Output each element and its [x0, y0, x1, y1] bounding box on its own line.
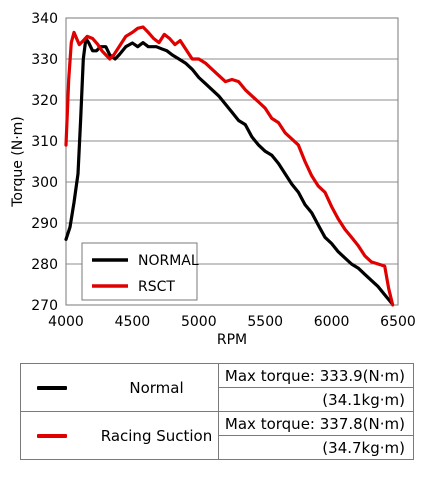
normal-line-swatch: [37, 385, 67, 390]
y-tick-label: 310: [31, 134, 58, 150]
series-line-rsct: [64, 25, 395, 307]
legend-label: NORMAL: [138, 253, 199, 269]
y-tick-label: 340: [31, 11, 58, 27]
y-tick-label: 270: [31, 298, 58, 314]
legend-box: [81, 242, 198, 301]
racing-suction-line-swatch: [37, 433, 67, 438]
x-tick-label: 6000: [314, 314, 350, 330]
y-tick-label: 290: [31, 216, 58, 232]
x-tick-label: 5500: [247, 314, 283, 330]
table-row: (34.1kg·m): [21, 387, 414, 412]
x-axis-label: RPM: [217, 332, 247, 348]
racing-suction-max-torque-kgm: (34.7kg·m): [218, 435, 414, 460]
racing-suction-max-torque: Max torque: 337.8(N·m): [218, 411, 414, 436]
racing-suction-name: Racing Suction: [95, 411, 219, 460]
y-tick-label: 330: [31, 52, 58, 68]
x-tick-label: 6500: [380, 314, 416, 330]
y-tick-label: 280: [31, 257, 58, 273]
table-row: Normal Max torque: 333.9(N·m): [20, 363, 414, 412]
racing-suction-swatch-cell: [20, 411, 95, 460]
plot-frame: [65, 17, 399, 306]
table-row: Racing Suction Max torque: 337.8(N·m): [20, 411, 414, 460]
x-tick-label: 5000: [181, 314, 217, 330]
series-line-normal: [64, 36, 393, 305]
normal-max-torque: Max torque: 333.9(N·m): [218, 363, 414, 388]
legend-label: RSCT: [138, 279, 175, 295]
table-row: (34.7kg·m): [21, 435, 414, 460]
y-tick-label: 300: [31, 175, 58, 191]
normal-name: Normal: [95, 363, 219, 412]
comparison-table: Normal Max torque: 333.9(N·m) (34.1kg·m)…: [20, 363, 414, 460]
y-axis-label: Torque (N·m): [10, 116, 26, 208]
y-tick-label: 320: [31, 93, 58, 109]
torque-chart: 270 280 290 300 310 320 330 340 4000 4500 5000 5500…: [10, 11, 416, 348]
normal-max-torque-kgm: (34.1kg·m): [218, 387, 414, 412]
x-tick-label: 4000: [48, 314, 84, 330]
normal-swatch-cell: [20, 363, 95, 412]
x-tick-label: 4500: [115, 314, 151, 330]
